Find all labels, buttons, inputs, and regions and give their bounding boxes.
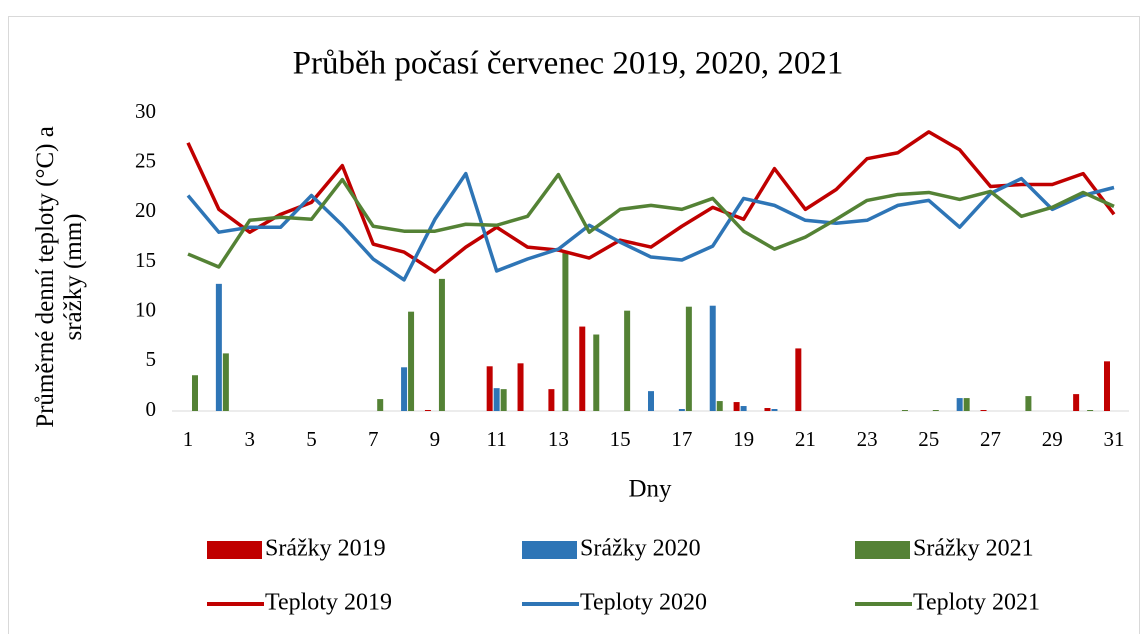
x-tick-label: 31 xyxy=(1104,427,1125,451)
bar xyxy=(795,348,802,411)
chart-frame xyxy=(8,16,1140,634)
bar xyxy=(548,389,555,411)
bar xyxy=(1104,361,1110,411)
x-tick-label: 29 xyxy=(1042,427,1063,451)
x-tick-label: 25 xyxy=(918,427,939,451)
x-tick-label: 15 xyxy=(610,427,631,451)
bar xyxy=(709,305,716,411)
y-tick-label: 25 xyxy=(135,148,156,172)
y-tick-label: 5 xyxy=(146,347,157,371)
legend-swatch xyxy=(207,541,262,559)
bar xyxy=(685,306,692,411)
bar xyxy=(716,401,723,411)
bar xyxy=(215,283,222,411)
y-tick-label: 15 xyxy=(135,248,156,272)
bar xyxy=(624,310,631,411)
x-tick-label: 19 xyxy=(733,427,754,451)
bar xyxy=(579,326,586,411)
bar xyxy=(980,410,987,411)
bar xyxy=(678,409,685,411)
x-tick-label: 21 xyxy=(795,427,816,451)
bar xyxy=(377,399,384,411)
bar xyxy=(424,410,431,411)
y-tick-label: 0 xyxy=(146,397,157,421)
legend-label: Srážky 2021 xyxy=(913,536,1034,562)
x-tick-label: 5 xyxy=(306,427,317,451)
line xyxy=(186,171,1115,282)
bar xyxy=(648,391,654,411)
legend-swatch xyxy=(522,541,577,559)
x-tick-label: 3 xyxy=(244,427,255,451)
bar xyxy=(593,334,600,411)
legend-label: Srážky 2019 xyxy=(265,536,386,562)
x-axis-label: Dny xyxy=(628,476,672,503)
x-tick-label: 9 xyxy=(430,427,441,451)
bar xyxy=(963,398,970,411)
bar xyxy=(493,388,500,411)
x-tick-label: 11 xyxy=(487,427,507,451)
bar xyxy=(517,363,524,411)
bar xyxy=(1073,394,1080,411)
bar xyxy=(733,402,740,411)
x-tick-label: 7 xyxy=(368,427,379,451)
bar xyxy=(222,353,229,411)
legend-label: Teploty 2021 xyxy=(913,590,1040,616)
bar xyxy=(1025,396,1032,411)
x-tick-label: 27 xyxy=(980,427,1001,451)
x-tick-label: 13 xyxy=(548,427,569,451)
line xyxy=(187,172,1115,269)
bar xyxy=(192,375,198,411)
bar xyxy=(438,278,445,411)
legend-label: Teploty 2019 xyxy=(265,590,392,616)
y-tick-label: 10 xyxy=(135,297,156,321)
x-tick-label: 17 xyxy=(671,427,692,451)
bar xyxy=(764,408,771,411)
y-tick-label: 30 xyxy=(135,99,156,123)
bar xyxy=(740,406,747,411)
bar xyxy=(562,253,569,411)
legend-label: Srážky 2020 xyxy=(580,536,701,562)
bar xyxy=(500,389,507,411)
y-tick-label: 20 xyxy=(135,198,156,222)
y-axis-label: Průměrné denní teploty (°C) a srážky (mm… xyxy=(32,126,87,428)
bar xyxy=(401,367,408,411)
bar xyxy=(932,410,939,411)
legend-label: Teploty 2020 xyxy=(580,590,707,616)
x-tick-label: 23 xyxy=(857,427,878,451)
line xyxy=(186,130,1116,274)
chart-title: Průběh počasí červenec 2019, 2020, 2021 xyxy=(293,46,844,82)
bar xyxy=(771,409,778,411)
bar xyxy=(408,311,415,411)
bar xyxy=(1087,410,1094,411)
bar xyxy=(956,398,963,411)
x-tick-label: 1 xyxy=(183,427,194,451)
bar xyxy=(486,366,493,411)
legend-swatch xyxy=(855,541,910,559)
bar xyxy=(901,410,908,411)
